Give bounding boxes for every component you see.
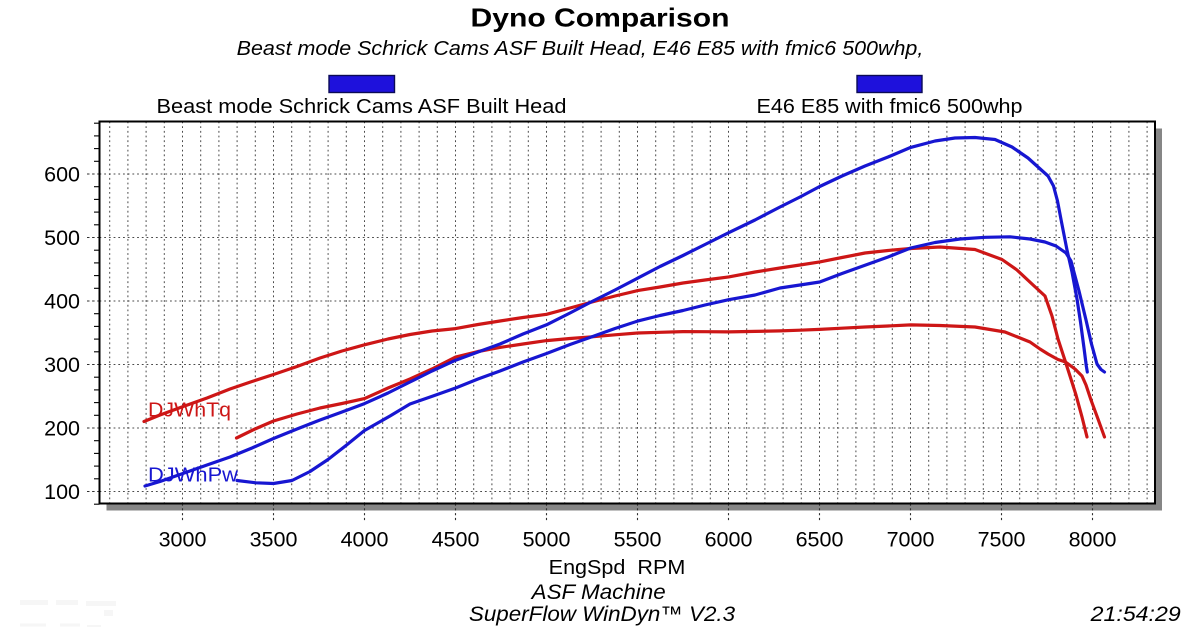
svg-text:21:54:29: 21:54:29	[1090, 603, 1181, 626]
svg-text:6500: 6500	[796, 528, 844, 552]
svg-text:600: 600	[44, 163, 80, 187]
svg-text:4000: 4000	[341, 528, 389, 552]
svg-text:4500: 4500	[432, 528, 480, 552]
svg-text:Beast mode Schrick Cams ASF Bu: Beast mode Schrick Cams ASF Built Head	[157, 95, 567, 118]
svg-text:EngSpd RPM: EngSpd RPM	[549, 556, 686, 579]
svg-text:3500: 3500	[250, 528, 298, 552]
svg-text:DJWhTq: DJWhTq	[148, 399, 231, 422]
svg-text:5500: 5500	[614, 528, 662, 552]
svg-text:8000: 8000	[1069, 528, 1117, 552]
svg-text:E46 E85 with fmic6 500whp: E46 E85 with fmic6 500whp	[757, 95, 1023, 118]
svg-text:6000: 6000	[705, 528, 753, 552]
svg-text:Dyno Comparison: Dyno Comparison	[471, 3, 730, 33]
svg-text:200: 200	[44, 417, 80, 441]
svg-text:400: 400	[44, 290, 80, 314]
svg-text:500: 500	[44, 226, 80, 250]
svg-text:7000: 7000	[887, 528, 935, 552]
svg-text:5000: 5000	[523, 528, 571, 552]
svg-text:100: 100	[44, 480, 80, 504]
svg-text:3000: 3000	[159, 528, 207, 552]
svg-text:7500: 7500	[978, 528, 1026, 552]
svg-text:DJWhPw: DJWhPw	[148, 464, 238, 487]
svg-text:300: 300	[44, 353, 80, 377]
svg-text:ASF Machine: ASF Machine	[530, 581, 666, 604]
svg-text:Beast mode Schrick Cams ASF Bu: Beast mode Schrick Cams ASF Built Head, …	[237, 37, 924, 60]
svg-text:SuperFlow WinDyn™ V2.3: SuperFlow WinDyn™ V2.3	[469, 603, 736, 626]
